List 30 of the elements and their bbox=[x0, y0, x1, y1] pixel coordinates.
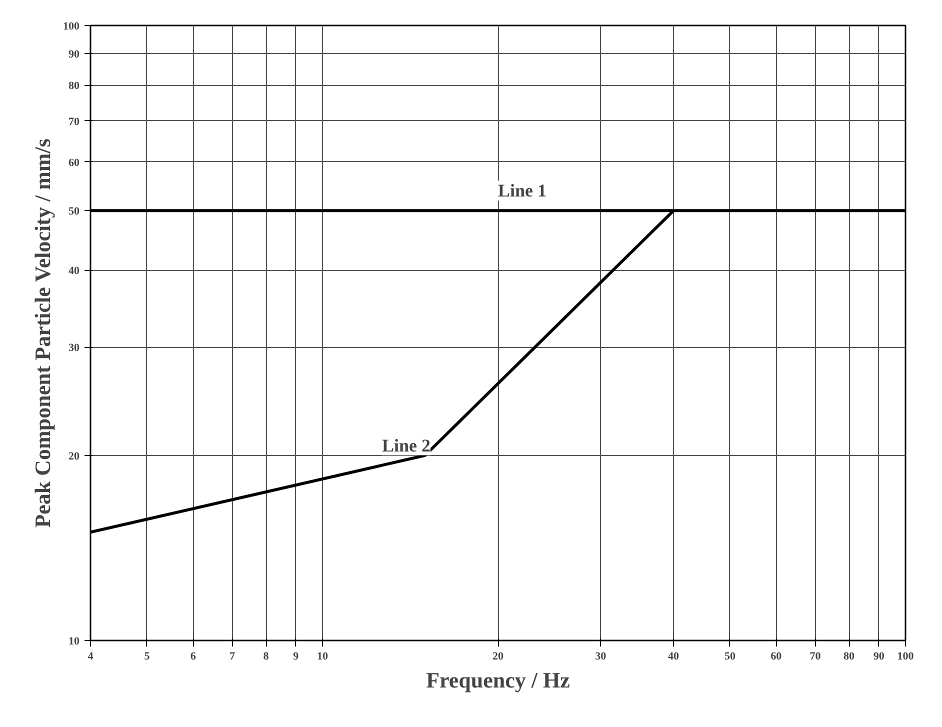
y-tick-label: 80 bbox=[68, 80, 80, 92]
x-tick-label: 90 bbox=[873, 650, 885, 662]
x-tick-label: 60 bbox=[770, 650, 782, 662]
y-tick-label: 70 bbox=[68, 116, 80, 128]
y-tick-label: 20 bbox=[68, 450, 80, 462]
x-tick-label: 9 bbox=[293, 650, 300, 662]
x-tick-label: 6 bbox=[190, 650, 196, 662]
x-tick-label: 80 bbox=[844, 650, 855, 662]
x-tick-label: 30 bbox=[595, 650, 607, 662]
x-tick-label: 70 bbox=[810, 650, 822, 662]
y-tick-label: 30 bbox=[68, 342, 80, 354]
y-tick-label: 100 bbox=[63, 20, 80, 32]
x-tick-label: 4 bbox=[88, 650, 94, 662]
series-label: Line 2 bbox=[382, 435, 431, 456]
series-label: Line 1 bbox=[498, 180, 547, 201]
y-axis-title: Peak Component Particle Velocity / mm/s bbox=[30, 138, 55, 528]
x-tick-label: 10 bbox=[317, 650, 328, 662]
x-tick-label: 20 bbox=[492, 650, 504, 662]
x-tick-label: 5 bbox=[144, 650, 150, 662]
x-tick-label: 7 bbox=[229, 650, 236, 662]
y-tick-label: 60 bbox=[68, 156, 80, 169]
y-tick-label: 10 bbox=[68, 636, 80, 648]
x-tick-label: 8 bbox=[263, 650, 270, 662]
x-tick-label: 50 bbox=[724, 650, 736, 662]
x-tick-label: 40 bbox=[668, 650, 680, 662]
y-tick-label: 90 bbox=[68, 48, 80, 61]
x-axis-title: Frequency / Hz bbox=[426, 668, 570, 692]
x-tick-label: 100 bbox=[897, 650, 914, 662]
y-tick-label: 50 bbox=[68, 206, 80, 218]
y-tick-label: 40 bbox=[68, 265, 80, 278]
